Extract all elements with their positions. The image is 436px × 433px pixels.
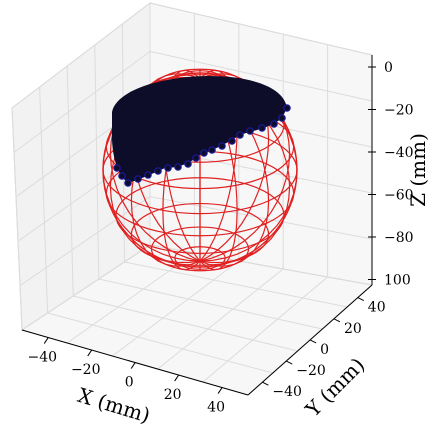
cloud-point [174, 163, 182, 171]
y-tick-label: −40 [272, 384, 302, 400]
grid-line [149, 244, 373, 286]
x-tick-label: 20 [164, 387, 182, 403]
y-tick-mark [357, 297, 365, 302]
x-tick-mark [217, 387, 223, 394]
grid-line [66, 252, 195, 344]
cloud-point [124, 179, 132, 187]
grid-line [21, 244, 151, 331]
cloud-point [270, 120, 278, 128]
grid-line [202, 276, 328, 383]
y-tick-mark [262, 381, 269, 386]
cloud-point [154, 167, 162, 175]
x-tick-label: 0 [125, 375, 134, 391]
y-ticks: −40 −20 0 20 40 [262, 297, 386, 400]
cloud-point [228, 137, 236, 145]
grid-line [98, 278, 323, 330]
cloud-point [208, 146, 216, 154]
grid-line [66, 65, 74, 297]
cloud-point [200, 149, 208, 157]
cloud-point [236, 131, 244, 139]
grid-line [149, 50, 373, 102]
y-tick-mark [309, 339, 317, 344]
grid-line [112, 260, 240, 357]
grid-line [124, 261, 348, 308]
grid-line [13, 50, 151, 153]
x-tick-mark [130, 362, 136, 369]
y-axis-line [247, 284, 373, 396]
grid-line [11, 107, 23, 331]
cloud-point [164, 164, 172, 172]
grid-line [157, 268, 284, 370]
grid-line [149, 2, 373, 56]
grid-line [47, 312, 273, 374]
grid-line [73, 295, 298, 352]
z-tick-label: 100 [384, 273, 411, 289]
cloud-point [218, 142, 226, 150]
grid-lines [11, 2, 373, 396]
y-tick-label: 20 [344, 321, 362, 337]
x-axis-label: X (mm) [75, 383, 153, 428]
cloud-point [118, 172, 126, 180]
point-cloud-cap [112, 76, 287, 183]
grid-line [39, 86, 49, 314]
grid-line [11, 2, 151, 109]
z-tick-label: 0 [384, 60, 393, 76]
z-tick-label: −40 [384, 145, 414, 161]
x-tick-label: −40 [27, 350, 57, 366]
y-tick-mark [286, 360, 293, 365]
z-tick-label: −60 [384, 188, 414, 204]
cloud-point [113, 164, 121, 172]
grid-line [94, 44, 100, 280]
cloud-point [184, 160, 192, 168]
sphere-outline [102, 72, 298, 268]
z-tick-label: −20 [384, 103, 414, 119]
y-tick-label: −20 [296, 363, 326, 379]
cloud-point [283, 104, 291, 112]
y-tick-label: 0 [320, 342, 329, 358]
z-tick-label: −80 [384, 230, 414, 246]
z-axis-label: Z (mm) [406, 133, 430, 207]
x-ticks: −40 −20 0 20 40 [27, 337, 225, 416]
z-ticks: 0 −20 −40 −60 −80 100 [368, 60, 414, 289]
x-tick-mark [174, 374, 180, 382]
point-cloud [112, 76, 291, 187]
x-tick-mark [43, 337, 49, 344]
cloud-point [144, 171, 152, 179]
x-tick-mark [87, 349, 93, 357]
cloud-point [258, 124, 266, 132]
x-tick-label: 40 [207, 400, 225, 416]
cloud-point [192, 154, 200, 162]
x-tick-label: −20 [71, 362, 101, 378]
sphere-meridian [199, 73, 270, 262]
y-tick-mark [333, 318, 341, 323]
cloud-point [134, 175, 142, 183]
cloud-point [278, 114, 286, 122]
y-tick-label: 40 [368, 300, 386, 316]
cloud-point [246, 127, 254, 135]
